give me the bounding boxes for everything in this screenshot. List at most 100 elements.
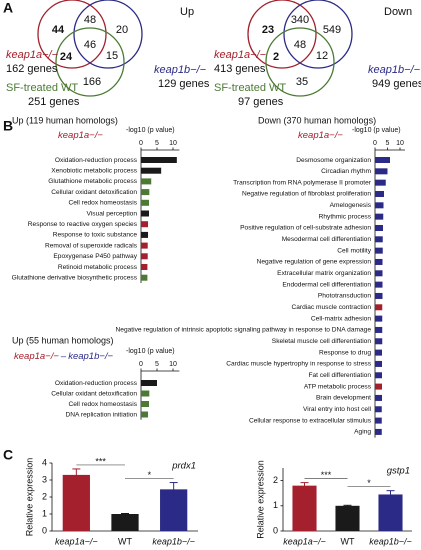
bar bbox=[141, 380, 157, 386]
x-tick-label: 0 bbox=[139, 361, 143, 368]
x-tick-label: WT bbox=[341, 536, 355, 546]
y-axis-label: Relative expression bbox=[24, 458, 34, 537]
bar bbox=[375, 213, 384, 220]
set-count: 949 genes bbox=[372, 78, 421, 90]
region-count: 23 bbox=[262, 24, 274, 36]
chart-title: gstp1 bbox=[387, 466, 410, 477]
significance-label: * bbox=[367, 478, 371, 488]
term-label: Phototransduction bbox=[318, 293, 371, 300]
venn-circle bbox=[283, 0, 353, 69]
x-tick-label: 5 bbox=[386, 140, 390, 147]
bar bbox=[292, 485, 317, 531]
set-name: SF-treated WT bbox=[214, 82, 286, 94]
x-tick-label: 5 bbox=[155, 361, 159, 368]
region-count: 48 bbox=[294, 39, 306, 51]
venn-circle bbox=[247, 0, 317, 69]
genotype-part: keap1a−/− bbox=[14, 351, 59, 362]
set-name: SF-treated WT bbox=[6, 82, 78, 94]
term-label: Negative regulation of intrinsic apoptot… bbox=[116, 327, 372, 334]
bar bbox=[375, 383, 382, 390]
bar bbox=[375, 292, 383, 299]
region-count: 2 bbox=[273, 51, 279, 63]
y-tick-label: 4 bbox=[42, 457, 47, 467]
bar bbox=[375, 428, 382, 435]
bar bbox=[160, 489, 188, 531]
region-count: 44 bbox=[52, 24, 65, 36]
term-label: Cellular oxidant detoxification bbox=[51, 390, 137, 397]
bar bbox=[375, 157, 390, 163]
term-label: ATP metabolic process bbox=[304, 383, 372, 390]
bar bbox=[375, 406, 382, 413]
term-label: Epoxygenase P450 pathway bbox=[53, 253, 137, 260]
set-name: keap1b−/− bbox=[154, 64, 207, 76]
bar bbox=[141, 411, 149, 418]
bar bbox=[375, 372, 382, 379]
y-tick-label: 0 bbox=[273, 525, 278, 535]
bar bbox=[375, 338, 383, 345]
bar bbox=[375, 270, 383, 277]
chart-title: prdx1 bbox=[171, 461, 196, 472]
x-tick-label: keap1b−/− bbox=[369, 536, 412, 546]
axis-label: -log10 (p value) bbox=[126, 127, 175, 134]
region-count: 46 bbox=[84, 39, 96, 51]
bar bbox=[141, 221, 149, 228]
bar bbox=[375, 394, 382, 401]
term-label: Extracellular matrix organization bbox=[277, 270, 371, 277]
x-tick-label: WT bbox=[118, 536, 132, 546]
region-count: 166 bbox=[83, 76, 101, 88]
significance-label: *** bbox=[95, 456, 106, 466]
term-label: Mesodermal cell differentiation bbox=[282, 236, 372, 243]
axis-label: -log10 (p value) bbox=[352, 127, 401, 134]
region-count: 24 bbox=[60, 51, 73, 63]
term-label: Endodermal cell differentiation bbox=[282, 281, 371, 288]
term-label: Xenobiotic metabolic process bbox=[51, 167, 137, 174]
set-name: keap1a−/− bbox=[214, 49, 267, 61]
venn-circle bbox=[55, 27, 125, 97]
term-label: Cell redox homeostasis bbox=[68, 401, 137, 408]
term-label: Transcription from RNA polymerase II pro… bbox=[233, 179, 372, 186]
bar bbox=[375, 258, 383, 265]
term-label: Viral entry into host cell bbox=[303, 406, 372, 413]
x-tick-label: 5 bbox=[155, 140, 159, 147]
bar bbox=[375, 179, 386, 186]
y-tick-label: 0 bbox=[42, 525, 47, 535]
term-label: Positive regulation of cell-substrate ad… bbox=[240, 225, 371, 232]
bar bbox=[375, 349, 382, 356]
bar bbox=[141, 167, 162, 174]
y-tick-label: 3 bbox=[42, 474, 47, 484]
bar bbox=[375, 202, 384, 209]
y-tick-label: 1 bbox=[273, 500, 278, 510]
genotype-part: keap1a−/− bbox=[58, 130, 103, 141]
bar bbox=[375, 304, 383, 311]
panel-label: C bbox=[3, 447, 13, 463]
venn-circle bbox=[73, 0, 143, 69]
term-label: Response to drug bbox=[319, 349, 371, 356]
axis-label: -log10 (p value) bbox=[126, 348, 175, 355]
genotype-part: keap1b−/− bbox=[68, 351, 113, 362]
x-tick-label: 0 bbox=[139, 140, 143, 147]
set-count: 97 genes bbox=[238, 96, 284, 108]
x-tick-label: 10 bbox=[396, 140, 404, 147]
bar bbox=[141, 199, 149, 206]
term-label: Skeletal muscle cell differentiation bbox=[272, 338, 372, 345]
bar bbox=[375, 281, 383, 288]
venn-title: Down bbox=[384, 6, 412, 18]
x-tick-label: 10 bbox=[169, 140, 177, 147]
bar bbox=[141, 264, 148, 270]
genotype-part: keap1a−/− bbox=[298, 130, 343, 141]
significance-label: *** bbox=[321, 470, 332, 480]
bar bbox=[375, 417, 382, 424]
term-label: Removal of superoxide radicals bbox=[45, 242, 138, 249]
bar bbox=[375, 236, 383, 243]
set-name: keap1a−/− bbox=[6, 49, 59, 61]
term-label: Circadian rhythm bbox=[321, 168, 371, 175]
bar bbox=[375, 224, 383, 231]
term-label: Cell-matrix adhesion bbox=[311, 315, 371, 322]
term-label: Cellular oxidant detoxification bbox=[51, 189, 137, 196]
subpanel-heading: Up (55 human homologs) bbox=[12, 335, 114, 345]
bar bbox=[375, 326, 383, 333]
genotype: keap1a−/− bbox=[58, 130, 103, 141]
panel-label: B bbox=[3, 118, 13, 134]
region-count: 35 bbox=[296, 76, 308, 88]
